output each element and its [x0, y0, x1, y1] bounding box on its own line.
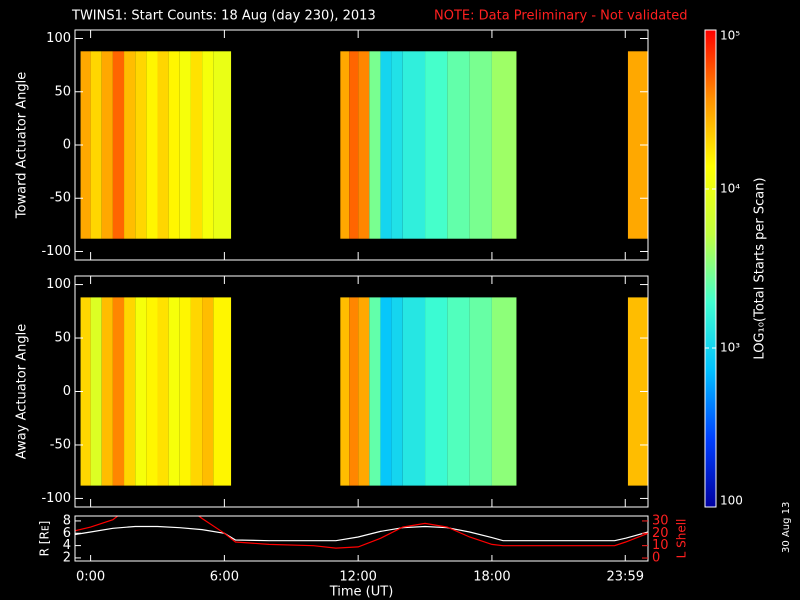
heatmap-cell [112, 51, 125, 239]
y-tick-label: -50 [50, 437, 71, 452]
heatmap-cell [425, 297, 448, 486]
heatmap-cell [491, 51, 517, 239]
heatmap-cell [190, 297, 203, 486]
heatmap-cell [469, 51, 492, 239]
heatmap-cell [627, 297, 648, 486]
heatmap-cell [627, 51, 648, 239]
note: NOTE: Data Preliminary - Not validated [434, 9, 688, 24]
colorbar-tick-label: 10⁴ [720, 182, 740, 196]
heatmap-cell [124, 297, 136, 486]
heatmap-cell [358, 297, 370, 486]
heatmap-cell [168, 51, 180, 239]
y2-tick-label: 0 [652, 551, 660, 566]
date-stamp: 30 Aug 13 [781, 502, 792, 553]
heatmap-cell [469, 297, 492, 486]
y-tick-label: 50 [54, 84, 71, 99]
x-tick-label: 6:00 [210, 570, 239, 585]
y-tick-label: 50 [54, 331, 71, 346]
y-tick-label: 0 [63, 138, 71, 153]
y-tick-label: 2 [63, 550, 71, 565]
y-tick-label: -100 [41, 244, 71, 259]
y-tick-label: 6 [63, 526, 71, 541]
heatmap-cell [391, 51, 403, 239]
heatmap-cell [358, 51, 370, 239]
heatmap-cell [80, 51, 91, 239]
heatmap-cell [168, 297, 180, 486]
heatmap-cell [380, 51, 392, 239]
heatmap-cell [101, 51, 113, 239]
heatmap-cell [369, 297, 381, 486]
colorbar-tick-label: 10⁵ [720, 29, 740, 43]
x-tick-label: 0:00 [76, 570, 105, 585]
heatmap-cell [369, 51, 381, 239]
plot-frame [74, 515, 649, 562]
heatmap-cell [447, 51, 470, 239]
y2-axis-label: L Shell [675, 519, 689, 559]
heatmap-cell [80, 297, 91, 486]
x-tick-label: 12:00 [339, 570, 376, 585]
heatmap-cell [179, 297, 191, 486]
heatmap-cell [380, 297, 392, 486]
heatmap-cell [202, 297, 214, 486]
y-axis-label: Toward Actuator Angle [15, 72, 30, 219]
heatmap-cell [425, 51, 448, 239]
x-axis-label: Time (UT) [329, 585, 394, 600]
heatmap-cell [349, 51, 359, 239]
heatmap-cell [146, 297, 158, 486]
heatmap-cell [213, 297, 232, 486]
heatmap-cell [157, 51, 169, 239]
y2-tick-label: 30 [652, 513, 669, 528]
heatmap-cell [491, 297, 517, 486]
heatmap-cell [90, 51, 102, 239]
heatmap-cell [179, 51, 191, 239]
heatmap-cell [135, 51, 147, 239]
colorbar-tick-label: 100 [720, 494, 743, 508]
series-line [75, 525, 648, 542]
y-tick-label: -100 [41, 491, 71, 506]
y-axis-label: Away Actuator Angle [15, 324, 30, 459]
heatmap-cell [340, 51, 350, 239]
heatmap-cell [202, 51, 214, 239]
heatmap-cell [124, 51, 136, 239]
y-tick-label: 8 [63, 513, 71, 528]
heatmap-cell [402, 297, 426, 486]
heatmap-cell [101, 297, 113, 486]
heatmap-cell [447, 297, 470, 486]
colorbar [704, 29, 717, 508]
y2-tick-label: 10 [652, 538, 669, 553]
y-tick-label: 100 [46, 31, 71, 46]
heatmap-cell [146, 51, 158, 239]
heatmap-cell [391, 297, 403, 486]
y-axis-label: R [Rᴇ] [38, 521, 52, 557]
heatmap-cell [135, 297, 147, 486]
heatmap-cell [349, 297, 359, 486]
colorbar-tick-label: 10³ [720, 341, 740, 355]
x-tick-label: 23:59 [607, 570, 644, 585]
chart-title: TWINS1: Start Counts: 18 Aug (day 230), … [71, 9, 376, 24]
heatmap-cell [112, 297, 125, 486]
heatmap-cell [190, 51, 203, 239]
heatmap-cell [402, 51, 426, 239]
heatmap-cell [90, 297, 102, 486]
heatmap-cell [340, 297, 350, 486]
heatmap-cell [157, 297, 169, 486]
y-tick-label: 0 [63, 384, 71, 399]
y2-tick-label: 20 [652, 526, 669, 541]
y-tick-label: 4 [63, 538, 71, 553]
y-tick-label: 100 [46, 277, 71, 292]
heatmap-cell [213, 51, 232, 239]
colorbar-label: LOG₁₀(Total Starts per Scan) [753, 177, 768, 359]
x-tick-label: 18:00 [473, 570, 510, 585]
y-tick-label: -50 [50, 191, 71, 206]
series-line [75, 516, 648, 549]
